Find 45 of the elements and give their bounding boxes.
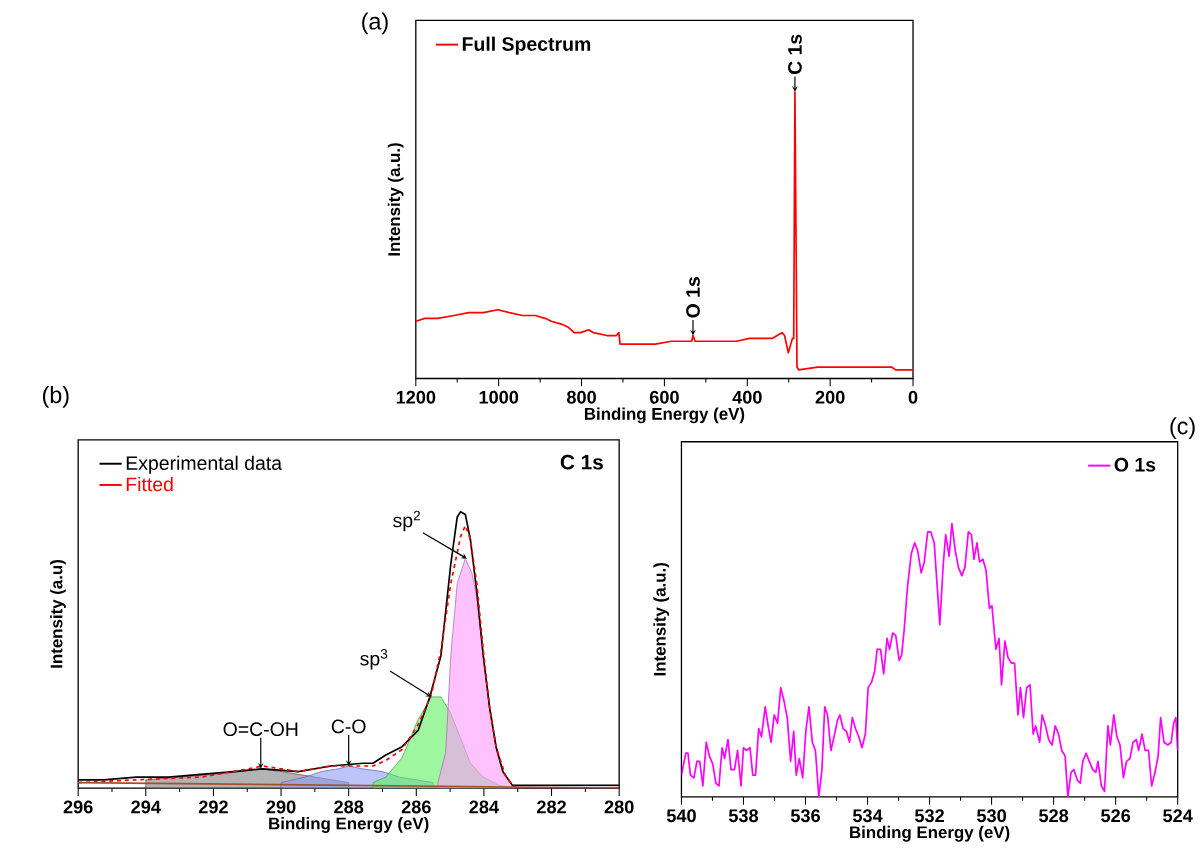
x-tick-label: 1200 <box>396 390 436 404</box>
x-axis-title: Binding Energy (eV) <box>269 816 429 833</box>
annotation: C-O <box>331 719 366 734</box>
y-axis-title: Intensity (a.u) <box>50 559 66 668</box>
chart-title: (c) <box>1170 417 1195 439</box>
legend-label: Experimental data <box>126 455 283 474</box>
x-tick-label: 294 <box>131 800 161 814</box>
annotation: O 1s <box>686 276 700 318</box>
x-tick-label: 288 <box>334 800 364 814</box>
y-axis-title: Intensity (a.u.) <box>387 143 404 256</box>
legend-label: Fitted <box>126 476 173 492</box>
chart-title: (b) <box>42 385 69 408</box>
x-tick-label: 0 <box>908 390 918 404</box>
x-tick-label: 532 <box>914 809 944 823</box>
x-tick-label: 400 <box>732 390 762 404</box>
legend-label: O 1s <box>1114 457 1156 472</box>
x-tick-label: 200 <box>815 390 845 404</box>
x-axis-title: Binding Energy (eV) <box>584 407 745 424</box>
x-tick-label: 538 <box>728 809 759 823</box>
annotation: sp$^{2}$ <box>393 510 420 532</box>
x-tick-label: 286 <box>401 800 431 814</box>
x-tick-label: 284 <box>469 800 499 814</box>
x-tick-label: 536 <box>790 809 820 823</box>
x-tick-label: 292 <box>198 800 228 814</box>
text: C 1s <box>560 454 603 470</box>
x-tick-label: 534 <box>852 809 883 823</box>
x-tick-label: 1000 <box>479 390 519 404</box>
x-tick-label: 296 <box>63 800 93 814</box>
annotation: O=C-OH <box>223 722 298 736</box>
x-tick-label: 290 <box>266 800 296 814</box>
x-tick-label: 280 <box>604 800 634 814</box>
legend-label: Full Spectrum <box>462 36 591 55</box>
x-tick-label: 600 <box>649 390 679 404</box>
x-tick-label: 540 <box>666 809 696 822</box>
chart-title: (a) <box>362 12 388 35</box>
x-tick-label: 526 <box>1101 809 1131 822</box>
x-tick-label: 530 <box>976 809 1006 823</box>
annotation: C 1s <box>788 34 802 74</box>
x-tick-label: 524 <box>1163 809 1193 822</box>
x-tick-label: 282 <box>537 800 566 814</box>
x-tick-label: 800 <box>566 390 596 404</box>
x-tick-label: 528 <box>1039 809 1069 822</box>
annotation: sp$^{3}$ <box>360 648 388 670</box>
y-axis-title: Intensity (a.u.) <box>653 562 670 676</box>
x-axis-title: Binding Energy (eV) <box>850 825 1010 842</box>
